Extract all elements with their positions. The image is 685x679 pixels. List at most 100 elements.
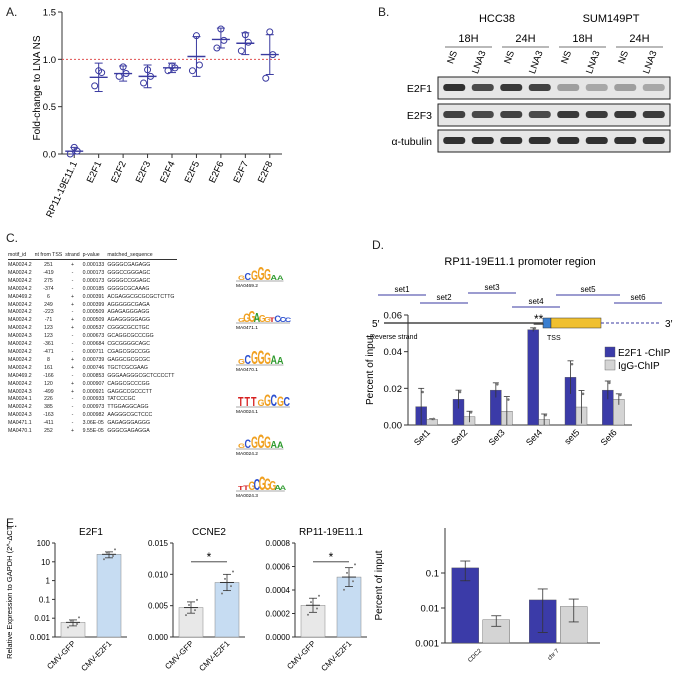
lane-label: LNA3 bbox=[527, 49, 545, 75]
motif-cell: -499 bbox=[43, 388, 54, 395]
logo-letter: A bbox=[277, 355, 284, 367]
panel-c-motif-table: motif_id nt from TSS strand p-value matc… bbox=[8, 252, 178, 436]
x-tick-label: CMV-GFP bbox=[45, 639, 77, 671]
motif-cell: GGGGCGAGAGG bbox=[107, 262, 151, 268]
data-point bbox=[318, 594, 320, 597]
motif-cell: + bbox=[70, 380, 74, 387]
logo-letter: T bbox=[251, 396, 257, 410]
logo-letter: G bbox=[248, 481, 255, 493]
logo-letter: T bbox=[269, 316, 275, 323]
y-tick-label: 0.01 bbox=[421, 604, 440, 615]
motif-cell: 123 bbox=[44, 333, 53, 340]
panel-label-b: B. bbox=[378, 5, 390, 19]
x-tick-label: Set4 bbox=[524, 427, 544, 447]
x-tick-label: Set3 bbox=[487, 427, 507, 447]
x-tick-label: set5 bbox=[562, 427, 581, 446]
logo-letter: A bbox=[277, 440, 284, 450]
motif-cell: MA0470.1 bbox=[8, 428, 32, 435]
motif-row: MA0024.2 251 +0.000133 GGGGCGAGAGG bbox=[8, 260, 177, 270]
motif-row: MA0469.2 6 +0.000391 ACGAGGCGCGCGCTCTTG bbox=[8, 294, 177, 302]
motif-cell: MA0024.2 bbox=[8, 364, 32, 371]
igg-bar bbox=[560, 606, 588, 644]
motif-cell: MA0024.2 bbox=[8, 404, 32, 411]
control-ylabel: Percent of input bbox=[374, 550, 385, 620]
blot-band bbox=[585, 111, 608, 118]
y-tick-label: 0.0002 bbox=[266, 610, 291, 619]
motif-cell: GAGAGGGAGGG bbox=[107, 420, 150, 427]
logo-letter: T bbox=[238, 396, 244, 410]
logo-letter: C bbox=[274, 314, 281, 324]
logo-letter: A bbox=[254, 312, 260, 326]
motif-cell: 0.000133 bbox=[82, 262, 105, 268]
legend-swatch bbox=[604, 359, 616, 371]
motif-cell: MA0024.2 bbox=[8, 309, 32, 316]
data-point bbox=[78, 616, 80, 619]
motif-row: MA0471.1 -411 - 3.06E-05 GAGAGGGAGGG bbox=[8, 420, 177, 428]
motif-cell: - bbox=[71, 309, 74, 316]
logo-letter: G bbox=[251, 267, 258, 284]
motif-cell: CGGGCGCCTGC bbox=[107, 325, 150, 332]
motif-cell: - bbox=[71, 285, 74, 292]
motif-row: MA0470.1 252 +9.55E-05 GGGCGAGAGGA bbox=[8, 428, 177, 436]
blot-band bbox=[500, 84, 523, 91]
motif-cell: + bbox=[70, 364, 74, 371]
data-point bbox=[115, 72, 123, 80]
data-point bbox=[619, 393, 622, 397]
blot-band bbox=[528, 137, 551, 144]
motif-row: MA0469.2 -166 - 0.000853 GGGAAGGGCGCTCCCCTT bbox=[8, 373, 177, 381]
blot-band bbox=[471, 137, 494, 144]
motif-row: MA0024.2 275 - 0.000173 GGGGCCGGAGC bbox=[8, 278, 177, 286]
logo-letter: G bbox=[258, 347, 265, 369]
data-point bbox=[164, 67, 172, 75]
data-point bbox=[608, 381, 611, 385]
y-tick-label: 1.0 bbox=[43, 55, 56, 66]
motif-cell: -223 bbox=[43, 309, 54, 316]
motif-cell: 275 bbox=[44, 277, 53, 284]
col-strand: strand bbox=[65, 252, 83, 260]
data-point bbox=[307, 613, 309, 616]
motif-cell: 0.000907 bbox=[82, 380, 105, 387]
motif-cell: -411 bbox=[43, 420, 54, 427]
motif-row: MA0024.2 161 +0.000746 TGCTCGCGAAG bbox=[8, 365, 177, 373]
x-tick-label: E2F6 bbox=[207, 160, 227, 185]
data-point bbox=[241, 31, 249, 39]
motif-row: MA0024.2 249 +0.000399 AGGGGGCGAGA bbox=[8, 302, 177, 310]
logo-letter: G bbox=[238, 357, 245, 366]
motif-cell: ACGAGGCGCGCGCTCTTG bbox=[107, 293, 175, 300]
logo-letter: C bbox=[285, 316, 292, 323]
logo-letter: G bbox=[264, 267, 271, 284]
data-point bbox=[343, 588, 345, 591]
motif-cell: -374 bbox=[43, 285, 54, 292]
data-point bbox=[221, 592, 223, 595]
blot-band bbox=[585, 84, 608, 91]
primer-set-label: set1 bbox=[394, 285, 410, 294]
motif-cell: GGGCCGGGAGC bbox=[107, 269, 151, 276]
data-point bbox=[507, 398, 510, 401]
motif-cell: MA0024.2 bbox=[8, 348, 32, 355]
e-chart-title: RP11-19E11.1 bbox=[299, 527, 364, 538]
motif-cell: AGAGAGGGAGG bbox=[107, 309, 150, 316]
motif-cell: AAGGGCGCTCCC bbox=[107, 412, 153, 419]
motif-cell: - bbox=[71, 341, 74, 348]
motif-cell: + bbox=[70, 428, 74, 435]
motif-cell: 0.000711 bbox=[82, 348, 104, 355]
motif-row: MA0024.2 -419 - 0.000173 GGGCCGGGAGC bbox=[8, 270, 177, 278]
motif-cell: 8 bbox=[47, 356, 50, 363]
tss-label: TSS bbox=[547, 335, 561, 342]
motif-row: MA0024.2 123 +0.000537 CGGGCGCCTGC bbox=[8, 325, 177, 333]
y-tick-label: 1.5 bbox=[43, 8, 56, 19]
col-matched-sequence: matched_sequence bbox=[107, 252, 178, 260]
logo-letter: G bbox=[251, 433, 258, 452]
motif-cell: - bbox=[71, 412, 74, 419]
panel-a-ylabel: Fold-change to LNA NS bbox=[32, 35, 43, 140]
data-point bbox=[188, 67, 196, 75]
motif-cell: + bbox=[70, 325, 74, 332]
blot-band bbox=[500, 111, 523, 118]
motif-cell: MA0024.2 bbox=[8, 325, 32, 332]
time-label: 18H bbox=[572, 33, 592, 45]
lane-label: NS bbox=[445, 49, 460, 65]
logo-letter: A bbox=[280, 484, 287, 491]
exon-box bbox=[550, 317, 602, 329]
motif-row: MA0024.2 8 +0.000739 GAGGCGCGCGC bbox=[8, 357, 177, 365]
